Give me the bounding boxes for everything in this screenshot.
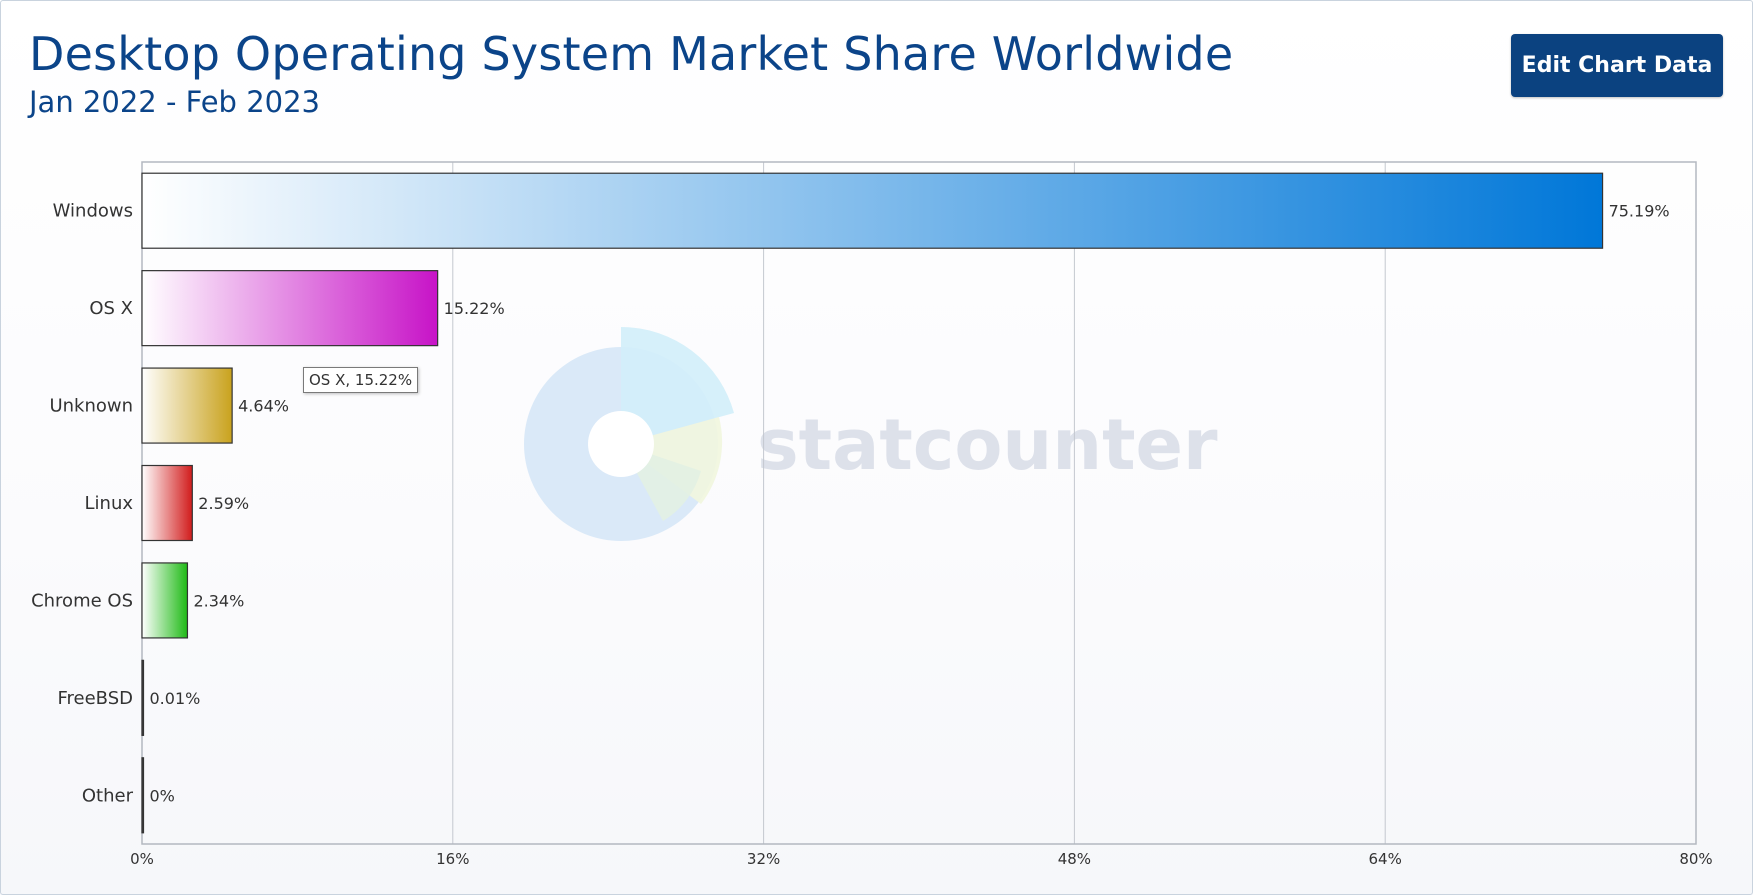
bars [141,172,1604,834]
category-label: Linux [85,493,134,514]
category-label: Windows [53,201,133,222]
labels: 0% 16% 32% 48% 64% 80% Windows 75.19% OS X 15.22%… [31,201,1713,868]
category-label: Unknown [49,396,133,417]
watermark-text: statcounter [757,404,1218,486]
value-label: 2.59% [198,494,249,513]
x-tick-label: 64% [1369,850,1402,868]
x-tick-label: 16% [436,850,469,868]
edit-chart-data-button[interactable]: Edit Chart Data [1511,34,1723,97]
value-label: 75.19% [1609,202,1670,221]
x-tick-label: 0% [130,850,154,868]
bar-windows[interactable] [141,172,1604,249]
value-label: 4.64% [238,397,289,416]
category-label: Chrome OS [31,590,133,611]
bar-os-x[interactable] [141,270,439,347]
category-label: FreeBSD [57,688,133,709]
value-label: 0% [150,786,175,805]
plot-frame [141,161,1697,845]
statcounter-watermark: statcounter [524,326,1218,541]
grid [141,161,1697,845]
x-tick-label: 48% [1058,850,1091,868]
value-label: 2.34% [193,591,244,610]
value-label: 0.01% [150,689,201,708]
x-tick-label: 32% [747,850,780,868]
bar-other[interactable] [141,757,145,834]
bar-linux[interactable] [141,464,193,542]
category-label: Other [82,785,134,806]
bar-unknown[interactable] [141,367,233,444]
value-label: 15.22% [444,299,505,318]
bar-tooltip: OS X, 15.22% [303,367,419,393]
category-label: OS X [89,298,133,319]
chart-title: Desktop Operating System Market Share Wo… [29,27,1234,81]
bar-chrome-os[interactable] [141,562,189,639]
bar-freebsd[interactable] [141,659,145,736]
x-tick-label: 80% [1679,850,1712,868]
chart-subtitle: Jan 2022 - Feb 2023 [29,85,320,119]
